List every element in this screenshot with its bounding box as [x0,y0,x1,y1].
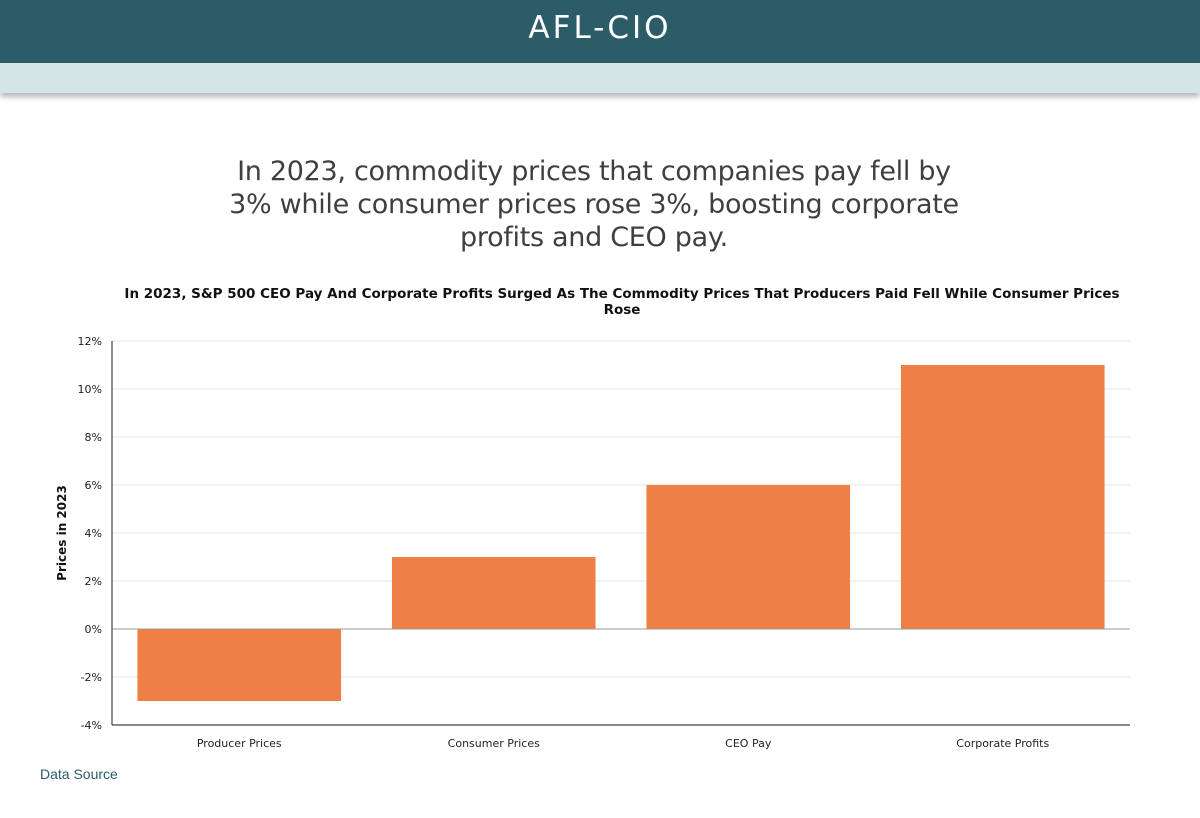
x-tick-label: Corporate Profits [956,737,1049,750]
page-headline: In 2023, commodity prices that companies… [229,156,959,253]
site-header: AFL-CIO [0,0,1200,63]
brand-logo[interactable]: AFL-CIO [528,9,672,46]
x-tick-label: CEO Pay [725,737,772,750]
data-source-link[interactable]: Data Source [40,766,118,782]
bar [137,629,342,701]
bar [900,365,1105,629]
y-tick-label: 2% [85,575,102,588]
y-tick-label: -4% [81,719,102,732]
bar [391,557,596,629]
y-tick-label: 8% [85,431,102,444]
y-tick-label: 4% [85,527,102,540]
y-tick-label: -2% [81,671,102,684]
chart-title: In 2023, S&P 500 CEO Pay And Corporate P… [124,286,1120,318]
bar [646,485,851,629]
x-tick-label: Consumer Prices [448,737,540,750]
sub-navigation-bar [0,63,1200,93]
y-tick-label: 0% [85,623,102,636]
y-tick-label: 6% [85,479,102,492]
y-tick-label: 12% [78,335,102,348]
x-tick-label: Producer Prices [197,737,282,750]
y-axis-title: Prices in 2023 [55,485,69,581]
y-tick-label: 10% [78,383,102,396]
